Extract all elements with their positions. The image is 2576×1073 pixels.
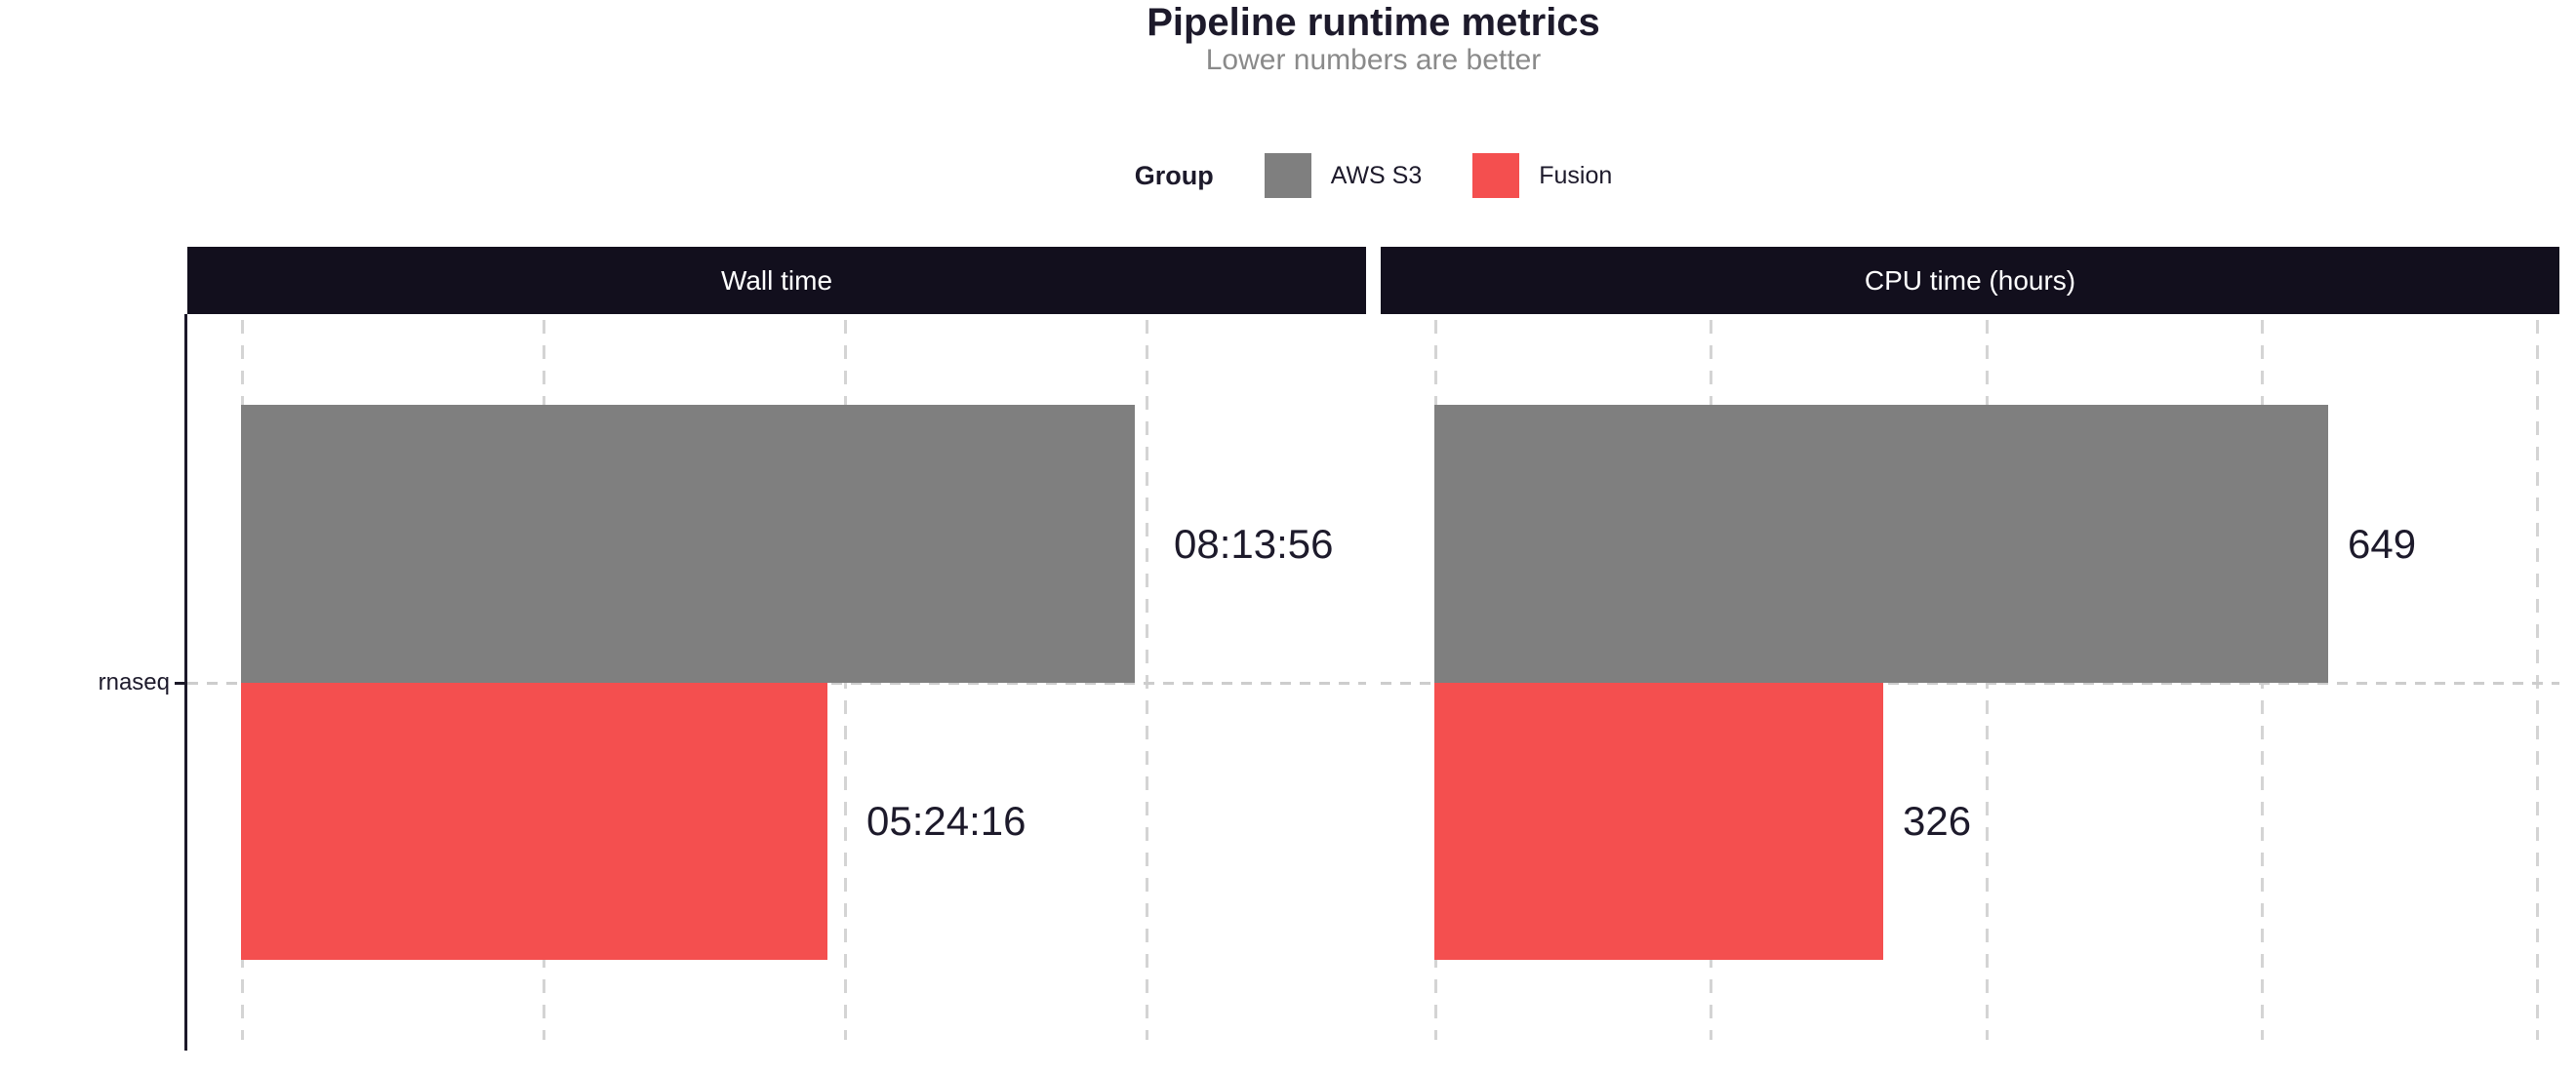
- chart-title: Pipeline runtime metrics: [1147, 1, 1600, 44]
- legend-item-aws-s3: AWS S3: [1264, 153, 1423, 198]
- facet-panel-cpu-time: CPU time (hours) 649 326: [1381, 247, 2559, 1050]
- legend-label-fusion: Fusion: [1539, 161, 1613, 189]
- legend-title: Group: [1134, 160, 1214, 190]
- facet-panel-wall-time: Wall time 08:13:56 05:24:16: [187, 247, 1366, 1050]
- y-axis-line: [184, 314, 187, 1051]
- chart-subtitle: Lower numbers are better: [1205, 44, 1542, 76]
- bar-aws-s3-cpu-time: 649: [1434, 405, 2416, 683]
- bar-fusion-wall-time: 05:24:16: [241, 683, 1026, 960]
- bar-value-label-aws-s3-cpu-time: 649: [2348, 520, 2417, 567]
- bar-aws-s3-wall-time: 08:13:56: [241, 405, 1334, 683]
- bar-value-label-fusion-wall-time: 05:24:16: [866, 798, 1026, 844]
- legend-item-fusion: Fusion: [1472, 153, 1612, 198]
- facet-strip-cpu-time: CPU time (hours): [1381, 247, 2559, 314]
- vertical-gridline: [1146, 320, 1148, 1040]
- facet-strip-wall-time: Wall time: [187, 247, 1366, 314]
- plot-area-wall-time: 08:13:56 05:24:16: [187, 314, 1366, 1050]
- bar-fusion-cpu-time: 326: [1434, 683, 1971, 960]
- legend-swatch-aws-s3: [1264, 153, 1311, 198]
- bar-value-label-aws-s3-wall-time: 08:13:56: [1174, 520, 1334, 567]
- plot-area-cpu-time: 649 326: [1381, 314, 2559, 1050]
- legend: Group AWS S3 Fusion: [187, 146, 2559, 205]
- legend-label-aws-s3: AWS S3: [1330, 161, 1423, 189]
- vertical-gridline: [2536, 320, 2539, 1040]
- y-axis-tick-rnaseq: [175, 682, 184, 685]
- horizontal-gridline: [1381, 682, 2559, 685]
- legend-swatch-fusion: [1472, 153, 1520, 198]
- y-axis-label-rnaseq: rnaseq: [98, 669, 170, 695]
- bar-value-label-fusion-cpu-time: 326: [1903, 798, 1972, 844]
